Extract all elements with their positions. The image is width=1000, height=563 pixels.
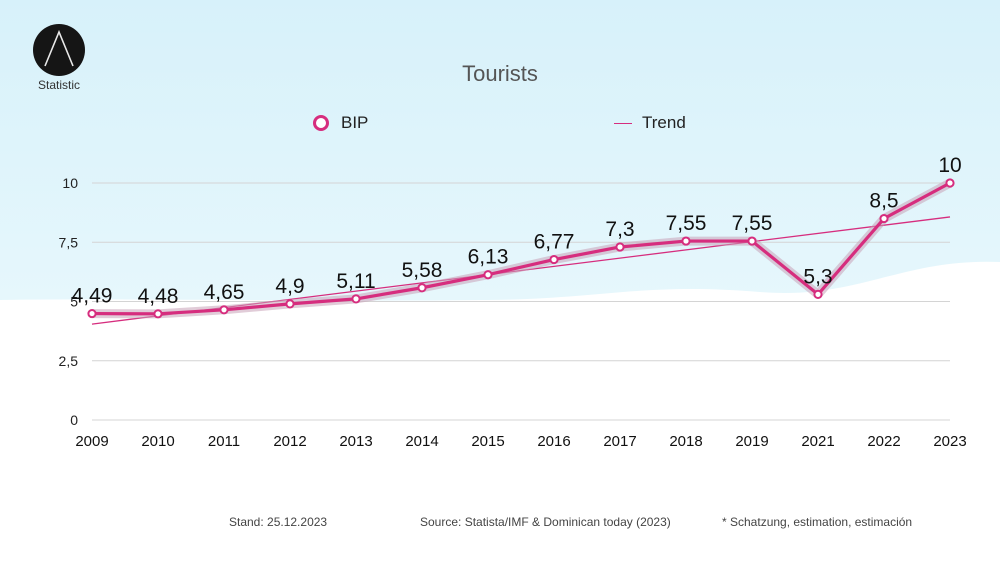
data-point [351,294,361,304]
x-tick-label: 2015 [471,433,504,450]
data-label: 4,49 [72,285,113,308]
x-tick-label: 2009 [75,433,108,450]
data-point [87,308,97,319]
triangle-outline-icon [44,29,74,67]
x-tick-label: 2010 [141,433,174,450]
logo [33,24,85,76]
y-tick-label: 0 [70,412,78,428]
x-tick-label: 2012 [273,433,306,450]
x-tick-label: 2018 [669,433,702,450]
data-label: 5,11 [336,270,375,293]
chart-title: Tourists [462,61,538,86]
footer-note: * Schatzung, estimation, estimación [722,515,913,529]
data-label: 4,9 [275,275,304,298]
x-tick-label: 2014 [405,433,438,450]
x-tick-label: 2016 [537,433,570,450]
data-label: 7,3 [605,218,634,241]
y-tick-label: 2,5 [59,353,79,369]
data-label: 4,48 [138,285,179,308]
data-point [483,270,493,280]
data-point [615,242,625,252]
x-tick-label: 2021 [801,433,834,450]
legend-marker-bip [313,115,329,131]
x-tick-label: 2022 [867,433,900,450]
data-label: 7,55 [732,212,773,235]
legend-item-trend[interactable]: Trend [614,113,686,133]
y-tick-label: 10 [62,175,78,191]
y-tick-label: 7,5 [59,234,79,250]
x-tick-label: 2023 [933,433,966,450]
data-point [417,283,427,293]
data-point [681,236,691,246]
data-point [219,305,229,315]
data-label: 4,65 [204,281,245,304]
data-point [879,213,889,224]
data-label: 10 [938,154,961,177]
data-point [747,236,757,246]
x-tick-label: 2019 [735,433,768,450]
footer-stand: Stand: 25.12.2023 [229,515,328,529]
legend-item-bip[interactable]: BIP [313,113,368,133]
data-label: 6,77 [534,231,575,254]
data-label: 7,55 [666,212,707,235]
data-label: 6,13 [468,246,509,269]
legend-line-trend [614,122,632,124]
data-label: 8,5 [869,190,898,213]
logo-label: Statistic [37,78,80,92]
x-tick-label: 2011 [208,433,240,450]
x-tick-label: 2013 [339,433,372,450]
footer-source: Source: Statista/IMF & Dominican today (… [420,515,671,529]
data-point [549,254,559,265]
data-label: 5,3 [803,265,832,288]
series-line-bip [91,181,951,316]
data-point [813,289,823,299]
y-tick-label: 5 [70,294,78,310]
legend-label-trend: Trend [642,113,686,132]
x-tick-label: 2017 [603,433,636,450]
data-point [945,178,955,188]
data-point [285,299,295,309]
data-point [153,309,163,319]
legend-label-bip: BIP [341,113,369,132]
data-label: 5,58 [402,259,443,282]
